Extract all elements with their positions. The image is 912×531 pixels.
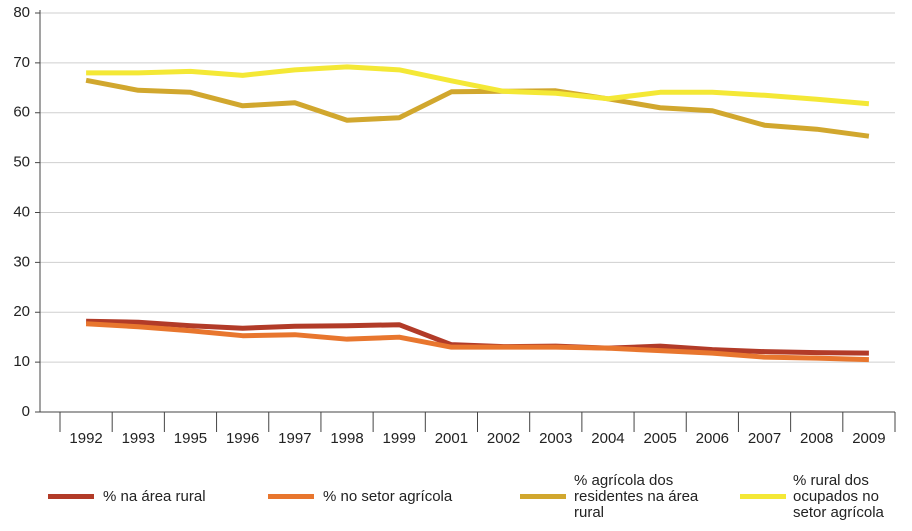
x-tick-label: 2002 [487,430,520,447]
x-tick-label: 2008 [800,430,833,447]
legend-label: % agrícola dos residentes na área rural [574,472,699,521]
x-tick-label: 1992 [69,430,102,447]
y-tick-label: 70 [13,54,30,71]
x-tick-label: 1997 [278,430,311,447]
y-tick-label: 20 [13,303,30,320]
x-tick-label: 2004 [591,430,624,447]
series-line [85,77,870,139]
legend-label: % na área rural [103,488,206,505]
y-tick-label: 60 [13,104,30,121]
x-tick-label: 1995 [174,430,207,447]
series-line [86,64,870,107]
y-tick-label: 80 [13,4,30,21]
x-tick-label: 2001 [435,430,468,447]
series-line [85,321,869,363]
legend-swatch [740,494,786,499]
plot: 0 10 20 30 40 50 60 70 80 1992 1993 1995 1996 1997 199… [13,4,896,447]
legend-swatch [520,494,566,499]
legend-swatch [48,494,94,499]
x-tick-label: 1993 [122,430,155,447]
y-tick-label: 0 [22,403,30,420]
legend-label: % rural dos ocupados no setor agrícola [793,472,884,521]
x-tick-label: 2005 [643,430,676,447]
x-tick-label: 2003 [539,430,572,447]
y-tick-label: 50 [13,154,30,171]
x-tick-label: 1996 [226,430,259,447]
x-tick-label: 1998 [330,430,363,447]
x-tick-label: 2007 [748,430,781,447]
y-tick-label: 10 [13,353,30,370]
legend-swatch [268,494,314,499]
y-tick-label: 30 [13,253,30,270]
x-tick-label: 2009 [852,430,885,447]
x-tick-label: 2006 [696,430,729,447]
legend-label: % no setor agrícola [323,488,453,505]
y-tick-label: 40 [13,203,30,220]
x-tick-label: 1999 [383,430,416,447]
